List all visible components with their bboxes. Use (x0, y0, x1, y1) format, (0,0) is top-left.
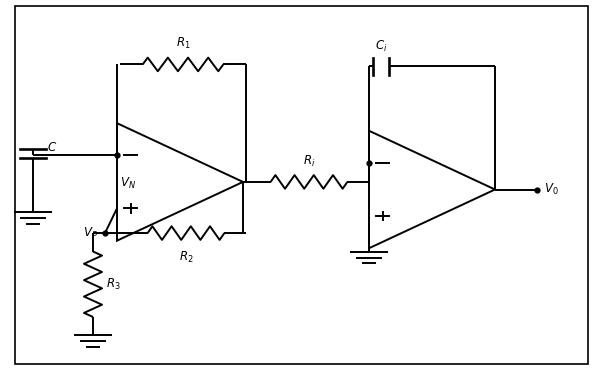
Text: $R_i$: $R_i$ (303, 153, 315, 169)
Text: $V_N$: $V_N$ (120, 176, 136, 191)
Text: $R_3$: $R_3$ (106, 277, 121, 292)
Text: $V_0$: $V_0$ (544, 182, 559, 197)
Text: C: C (48, 141, 56, 154)
Text: $R_1$: $R_1$ (176, 36, 190, 51)
Text: $V_P$: $V_P$ (83, 226, 98, 241)
Text: $C_i$: $C_i$ (375, 39, 387, 54)
Text: $R_2$: $R_2$ (179, 250, 193, 265)
